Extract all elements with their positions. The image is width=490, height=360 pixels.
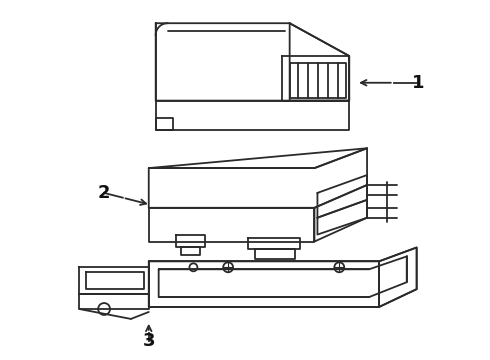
Text: 2: 2 [98,184,110,202]
Text: 3: 3 [143,332,155,350]
Text: 1: 1 [413,74,425,92]
